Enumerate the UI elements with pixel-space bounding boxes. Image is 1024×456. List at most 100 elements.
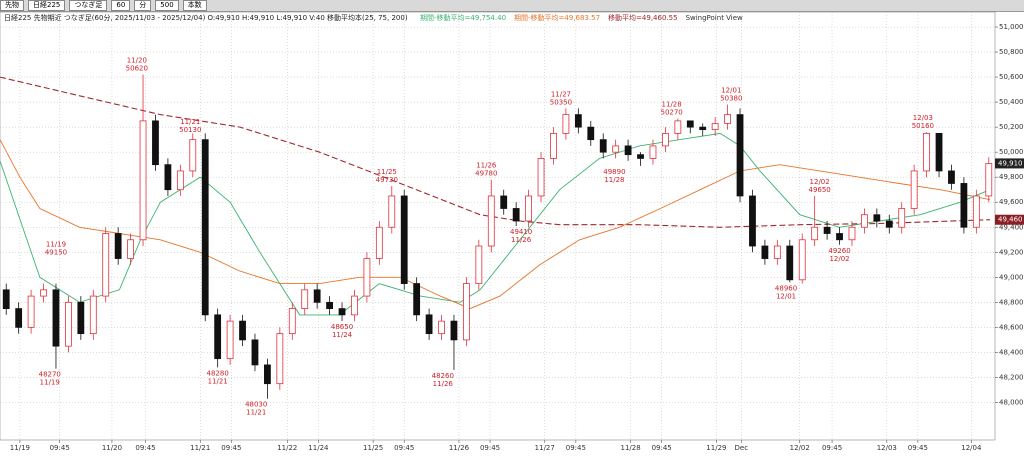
annotation-price: 50380: [720, 95, 742, 103]
x-tick-label: 11/25: [363, 444, 383, 452]
candle-body: [985, 163, 993, 197]
x-tick-label: 09:45: [908, 444, 928, 452]
candle-body: [686, 120, 694, 128]
x-tick-label: 11/20: [102, 444, 122, 452]
candle-body: [264, 364, 271, 385]
annotation-date: 11/26: [511, 236, 532, 244]
candle-body: [562, 114, 570, 134]
x-tick-label: 12/02: [790, 444, 810, 452]
annotation-price: 48960: [775, 284, 797, 292]
candle-body: [624, 145, 632, 156]
candle-body: [313, 289, 321, 303]
toolbar-item[interactable]: 先物: [0, 0, 24, 11]
annotation-date: 11/21: [180, 118, 200, 126]
annotation-price: 48030: [245, 401, 267, 409]
y-tick-label: 48,800: [999, 298, 1024, 306]
annotation-price: 50270: [660, 108, 682, 116]
candle-body: [662, 132, 669, 147]
annotation-price: 48650: [331, 323, 353, 331]
y-tick-label: 50,400: [999, 98, 1024, 106]
toolbar: 先物 日経225 つなぎ足 60 分 500 本数: [0, 0, 1024, 12]
candle-body: [811, 226, 819, 241]
candle-body: [674, 120, 682, 134]
legend-entry: 期間-移動平均=49,754.40: [420, 13, 506, 22]
candle-body: [898, 208, 906, 228]
legend-entry: 期間-移動平均=49,683.57: [514, 13, 600, 22]
candle-body: [52, 289, 60, 347]
candle-body: [848, 226, 856, 241]
y-tick-label: 49,400: [999, 223, 1024, 231]
x-tick-label: 11/27: [535, 444, 555, 452]
candle-body: [512, 208, 520, 222]
candle-body: [475, 245, 483, 284]
annotation-date: 11/25: [377, 168, 397, 176]
annotation-date: 12/03: [913, 114, 933, 122]
toolbar-item[interactable]: 60: [111, 0, 131, 11]
y-tick-label: 48,600: [999, 323, 1024, 331]
plot-frame: [0, 11, 996, 441]
candle-body: [102, 233, 110, 297]
legend-entry: SwingPoint View: [686, 14, 743, 22]
toolbar-item[interactable]: 分: [134, 0, 152, 11]
annotation-price: 48280: [207, 369, 229, 377]
y-tick-label: 49,600: [999, 198, 1024, 206]
annotation-date: 11/19: [40, 379, 60, 387]
y-tick-label: 50,600: [999, 73, 1024, 81]
candle-body: [923, 132, 930, 172]
y-tick-label: 49,800: [999, 173, 1024, 181]
toolbar-item[interactable]: 500: [155, 0, 179, 11]
annotation-price: 50130: [179, 126, 201, 134]
candle-body: [189, 139, 197, 172]
annotation-price: 49780: [475, 170, 497, 178]
candle-body: [798, 239, 806, 281]
x-tick-label: 09:45: [566, 444, 586, 452]
x-tick-label: 11/19: [10, 444, 30, 452]
candle-body: [127, 239, 134, 259]
annotation-price: 49410: [510, 228, 532, 236]
candle-body: [749, 195, 756, 247]
candle-body: [276, 333, 284, 385]
candle-body: [537, 158, 545, 197]
candle-body: [724, 114, 731, 124]
candle-body: [836, 233, 843, 241]
x-tick-label: 11/22: [277, 444, 297, 452]
candle-body: [65, 301, 72, 347]
candle-body: [649, 145, 657, 159]
candle-body: [885, 220, 893, 228]
candle-body: [786, 245, 794, 281]
candle-body: [450, 320, 458, 341]
annotation-price: 50160: [912, 122, 934, 130]
y-tick-label: 49,200: [999, 248, 1024, 256]
candle-body: [525, 195, 532, 222]
chart-title: 日経225 先物期近 つなぎ足(60分, 2025/11/03 - 2025/1…: [4, 13, 408, 22]
candle-body: [226, 320, 234, 360]
toolbar-item[interactable]: 本数: [182, 0, 207, 11]
candle-body: [201, 139, 209, 316]
toolbar-item[interactable]: 日経225: [28, 0, 66, 11]
annotation-price: 48270: [39, 371, 61, 379]
toolbar-item[interactable]: つなぎ足: [69, 0, 108, 11]
x-tick-label: 09:45: [652, 444, 672, 452]
price-tag: [995, 214, 1024, 225]
candle-body: [214, 314, 222, 360]
price-tag-label: 49,460: [998, 216, 1023, 224]
x-tick-label: 09:45: [822, 444, 842, 452]
annotation-date: 11/28: [662, 100, 682, 108]
x-tick-label: 11/28: [620, 444, 640, 452]
candle-body: [388, 195, 396, 228]
candle-body: [27, 295, 35, 328]
candle-body: [425, 314, 433, 335]
candle-body: [910, 170, 918, 209]
price-tag-label: 49,910: [998, 159, 1023, 167]
candle-body: [251, 339, 259, 366]
annotation-price: 49260: [828, 247, 850, 255]
candle-body: [288, 308, 296, 335]
annotation-price: 50620: [126, 65, 148, 73]
candle-body: [351, 295, 358, 316]
candle-body: [400, 195, 408, 284]
candle-body: [239, 320, 246, 341]
x-tick-label: 09:45: [394, 444, 414, 452]
candle-body: [612, 145, 620, 153]
candle-body: [438, 320, 445, 335]
